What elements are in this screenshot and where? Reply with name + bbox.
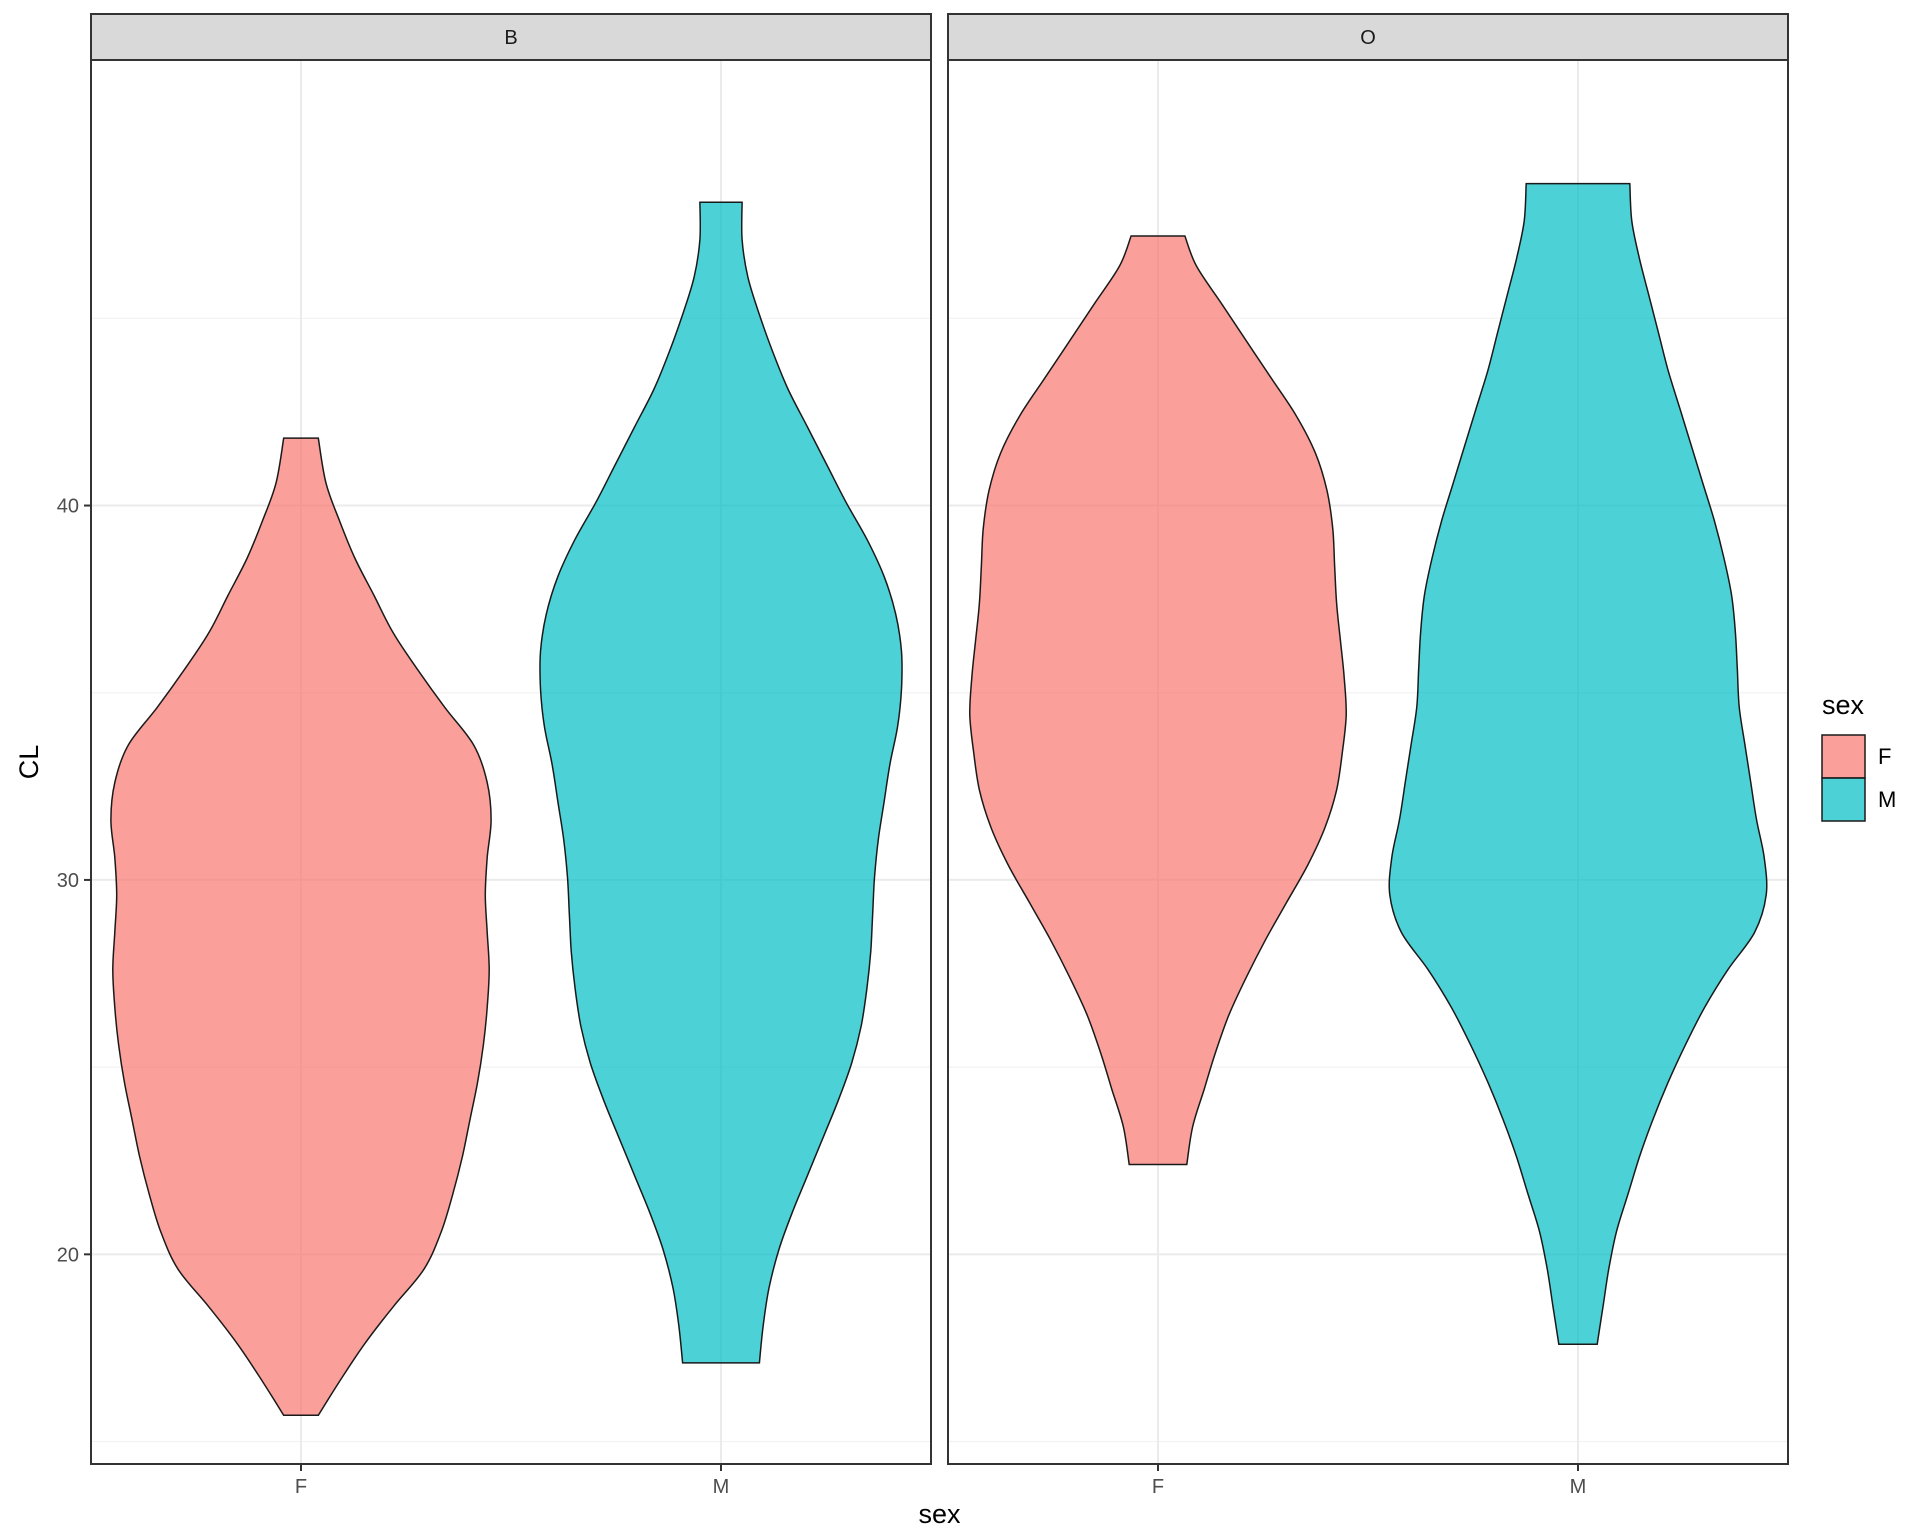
legend-label: F <box>1878 744 1891 769</box>
x-axis-title: sex <box>918 1499 961 1529</box>
x-tick-label: F <box>295 1476 307 1498</box>
legend-key-m <box>1821 777 1866 822</box>
violin-o-f <box>969 235 1347 1166</box>
x-tick-label: M <box>713 1476 730 1498</box>
legend-label: M <box>1878 787 1896 812</box>
legend-key-f <box>1821 734 1866 779</box>
x-tick-label: M <box>1570 1476 1587 1498</box>
y-tick-label: 30 <box>57 870 79 892</box>
facet-strip <box>90 13 932 61</box>
facet-strip-label: B <box>504 27 517 49</box>
y-tick-label: 20 <box>57 1244 79 1266</box>
y-axis-title: CL <box>14 745 44 780</box>
violin-b-m <box>539 201 903 1364</box>
legend-title: sex <box>1822 690 1865 720</box>
violin-b-f <box>110 437 492 1417</box>
facet-strip <box>947 13 1789 61</box>
violin-o-m <box>1388 182 1768 1345</box>
facet-strip-label: O <box>1360 27 1376 49</box>
y-tick-label: 40 <box>57 496 79 518</box>
x-tick-label: F <box>1152 1476 1164 1498</box>
